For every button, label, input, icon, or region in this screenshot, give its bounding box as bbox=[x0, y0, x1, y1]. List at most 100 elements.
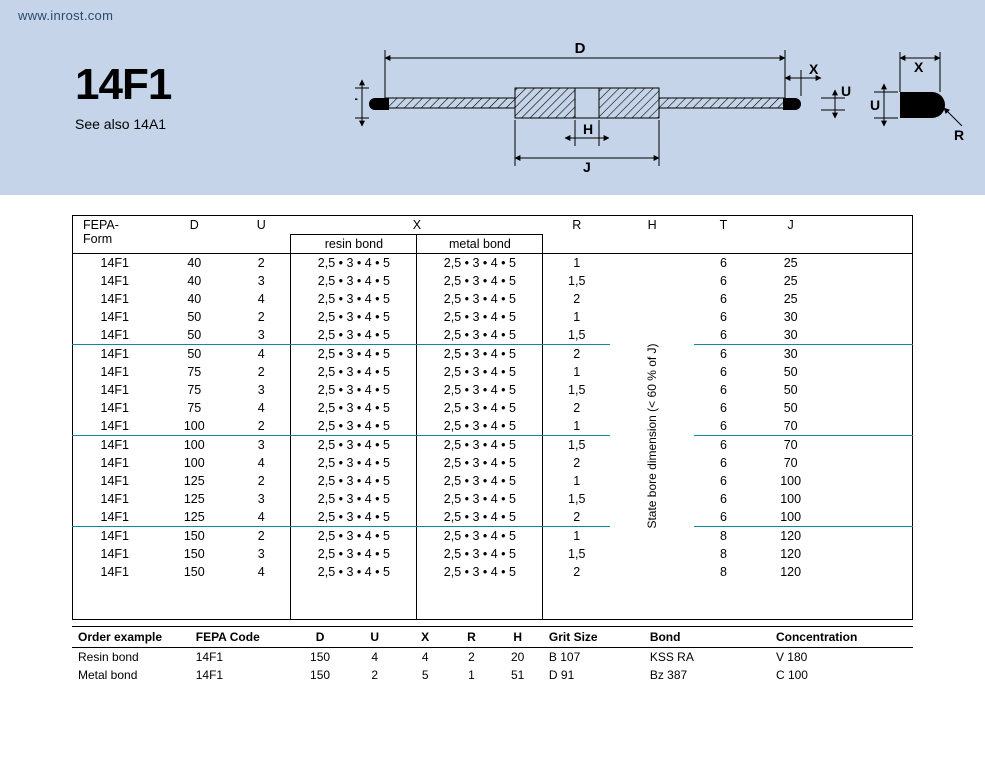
oh-R: R bbox=[450, 626, 492, 647]
oh-conc: Concentration bbox=[770, 626, 913, 647]
oh-fepa: FEPA Code bbox=[190, 626, 291, 647]
th-U: U bbox=[232, 216, 291, 254]
table-cell: 3 bbox=[232, 381, 291, 399]
spec-tbody: 14F14022,5 • 3 • 4 • 52,5 • 3 • 4 • 51St… bbox=[73, 254, 913, 620]
table-cell: 6 bbox=[694, 399, 753, 417]
th-T: T bbox=[694, 216, 753, 254]
table-cell bbox=[828, 290, 912, 308]
table-cell: 2,5 • 3 • 4 • 5 bbox=[417, 254, 543, 273]
table-cell: 2,5 • 3 • 4 • 5 bbox=[417, 527, 543, 546]
table-cell: 2,5 • 3 • 4 • 5 bbox=[417, 436, 543, 455]
table-cell bbox=[828, 472, 912, 490]
table-cell: 14F1 bbox=[73, 363, 157, 381]
table-cell: 6 bbox=[694, 472, 753, 490]
table-cell: 6 bbox=[694, 345, 753, 364]
table-cell: 2,5 • 3 • 4 • 5 bbox=[417, 563, 543, 581]
table-cell: 2,5 • 3 • 4 • 5 bbox=[417, 545, 543, 563]
table-cell: 1 bbox=[543, 527, 610, 546]
table-cell: 14F1 bbox=[73, 254, 157, 273]
table-cell: 120 bbox=[753, 563, 829, 581]
table-cell: 8 bbox=[694, 545, 753, 563]
th-D: D bbox=[157, 216, 233, 254]
table-cell: 100 bbox=[753, 472, 829, 490]
table-cell: 75 bbox=[157, 363, 233, 381]
page-url: www.inrost.com bbox=[18, 8, 113, 23]
th-fepa: FEPA-Form bbox=[73, 216, 157, 254]
order-row: Resin bond14F115044220B 107KSS RAV 180 bbox=[72, 647, 913, 666]
table-cell: 125 bbox=[157, 508, 233, 527]
order-cell: 1 bbox=[450, 666, 492, 684]
svg-text:H: H bbox=[583, 121, 593, 137]
table-cell: 25 bbox=[753, 272, 829, 290]
table-cell: 70 bbox=[753, 454, 829, 472]
table-cell bbox=[828, 363, 912, 381]
table-cell: 40 bbox=[157, 272, 233, 290]
table-cell: 14F1 bbox=[73, 527, 157, 546]
table-cell: 2,5 • 3 • 4 • 5 bbox=[291, 363, 417, 381]
table-cell: 2,5 • 3 • 4 • 5 bbox=[291, 254, 417, 273]
order-cell: 20 bbox=[492, 647, 542, 666]
table-cell: 2 bbox=[232, 254, 291, 273]
table-cell: 2 bbox=[232, 527, 291, 546]
table-cell bbox=[828, 545, 912, 563]
table-cell: 6 bbox=[694, 436, 753, 455]
table-cell: 6 bbox=[694, 454, 753, 472]
cross-section-diagram: D T bbox=[355, 38, 855, 191]
svg-text:U: U bbox=[841, 83, 851, 99]
table-cell: 2,5 • 3 • 4 • 5 bbox=[291, 272, 417, 290]
svg-text:T: T bbox=[355, 95, 358, 111]
th-X: X bbox=[291, 216, 543, 235]
table-cell bbox=[828, 272, 912, 290]
table-cell: 50 bbox=[753, 363, 829, 381]
table-cell: 2,5 • 3 • 4 • 5 bbox=[417, 508, 543, 527]
spacer-cell bbox=[417, 581, 543, 619]
order-cell: V 180 bbox=[770, 647, 913, 666]
order-cell: Bz 387 bbox=[644, 666, 770, 684]
table-cell: 2 bbox=[543, 454, 610, 472]
table-cell: 6 bbox=[694, 417, 753, 436]
table-cell: 2,5 • 3 • 4 • 5 bbox=[417, 472, 543, 490]
table-cell: 6 bbox=[694, 490, 753, 508]
table-cell: 150 bbox=[157, 527, 233, 546]
table-cell: 4 bbox=[232, 508, 291, 527]
table-cell: 14F1 bbox=[73, 472, 157, 490]
order-cell: 5 bbox=[400, 666, 450, 684]
table-cell: 2,5 • 3 • 4 • 5 bbox=[291, 399, 417, 417]
table-cell: 2,5 • 3 • 4 • 5 bbox=[417, 308, 543, 326]
table-cell bbox=[828, 254, 912, 273]
table-cell: 2,5 • 3 • 4 • 5 bbox=[417, 272, 543, 290]
table-cell bbox=[828, 527, 912, 546]
spacer-cell bbox=[543, 581, 610, 619]
oh-X: X bbox=[400, 626, 450, 647]
table-cell: 50 bbox=[157, 308, 233, 326]
table-cell: 1 bbox=[543, 417, 610, 436]
order-cell: 2 bbox=[350, 666, 400, 684]
table-cell: 2,5 • 3 • 4 • 5 bbox=[291, 308, 417, 326]
table-cell: 4 bbox=[232, 290, 291, 308]
table-cell: 1 bbox=[543, 363, 610, 381]
order-cell: 51 bbox=[492, 666, 542, 684]
table-cell: 14F1 bbox=[73, 508, 157, 527]
bore-note-cell: State bore dimension (< 60 % of J) bbox=[610, 254, 694, 620]
table-cell: 30 bbox=[753, 345, 829, 364]
table-cell: 100 bbox=[157, 417, 233, 436]
label-D: D bbox=[575, 40, 586, 57]
table-cell: 1 bbox=[543, 254, 610, 273]
table-cell: 2,5 • 3 • 4 • 5 bbox=[291, 454, 417, 472]
order-cell: D 91 bbox=[543, 666, 644, 684]
oh-grit: Grit Size bbox=[543, 626, 644, 647]
table-cell: 2,5 • 3 • 4 • 5 bbox=[417, 381, 543, 399]
oh-example: Order example bbox=[72, 626, 190, 647]
bore-note-text: State bore dimension (< 60 % of J) bbox=[645, 344, 659, 529]
product-title: 14F1 bbox=[75, 60, 171, 110]
table-cell: 2 bbox=[543, 399, 610, 417]
svg-text:U: U bbox=[870, 97, 880, 113]
table-cell: 2,5 • 3 • 4 • 5 bbox=[417, 363, 543, 381]
table-cell: 1,5 bbox=[543, 436, 610, 455]
spacer-cell bbox=[157, 581, 233, 619]
table-cell: 6 bbox=[694, 290, 753, 308]
table-cell: 6 bbox=[694, 308, 753, 326]
table-cell bbox=[828, 326, 912, 345]
table-cell: 6 bbox=[694, 508, 753, 527]
table-cell: 2,5 • 3 • 4 • 5 bbox=[417, 399, 543, 417]
